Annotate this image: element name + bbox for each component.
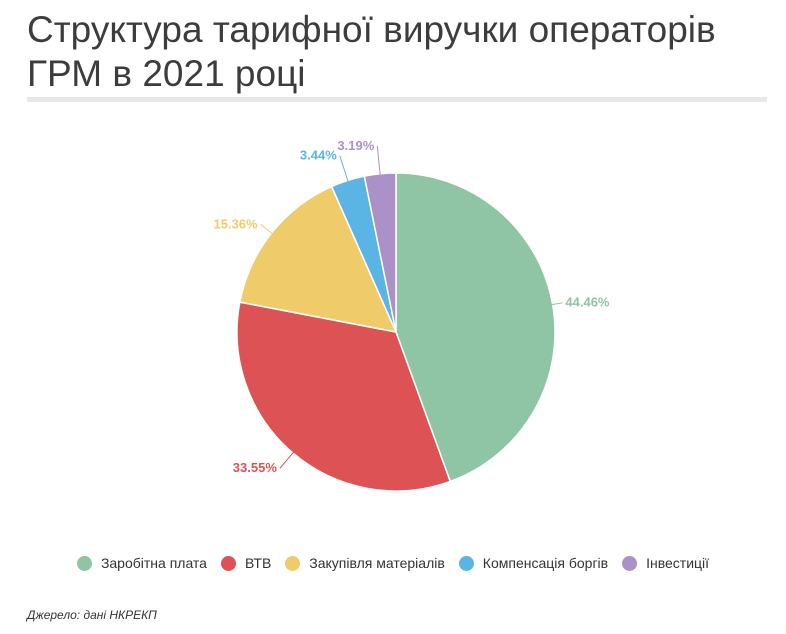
chart-title: Структура тарифної виручки операторів ГР… [27, 9, 716, 94]
leader-line [376, 145, 381, 176]
data-label: 44.46% [565, 295, 610, 310]
leader-line [260, 223, 274, 235]
legend-label: Заробітна плата [100, 555, 207, 571]
leader-line [550, 302, 563, 306]
source-note: Джерело: дані НКРЕКП [27, 608, 157, 622]
legend-label: Інвестиції [646, 555, 710, 571]
legend-swatch [220, 555, 236, 571]
data-label: 3.44% [300, 148, 337, 163]
legend-label: Компенсація боргів [482, 555, 609, 571]
data-label: 15.36% [214, 216, 259, 231]
leader-line [339, 155, 349, 183]
legend-item: Інвестиції [622, 555, 709, 571]
legend-swatch [76, 555, 92, 571]
legend-swatch [622, 555, 638, 571]
legend: Заробітна плата ВТВ Закупівля матеріалів Ко… [0, 555, 786, 571]
legend-label: Закупівля матеріалів [309, 555, 445, 571]
legend-swatch [458, 555, 474, 571]
data-label: 33.55% [233, 460, 278, 475]
legend-label: ВТВ [244, 555, 272, 571]
title-divider [27, 97, 767, 102]
legend-item: ВТВ [220, 555, 272, 571]
legend-item: Компенсація боргів [458, 555, 609, 571]
data-label: 3.19% [337, 138, 374, 153]
leader-line [279, 451, 295, 469]
legend-item: Заробітна плата [76, 555, 207, 571]
legend-swatch [285, 555, 301, 571]
legend-item: Закупівля матеріалів [285, 555, 445, 571]
